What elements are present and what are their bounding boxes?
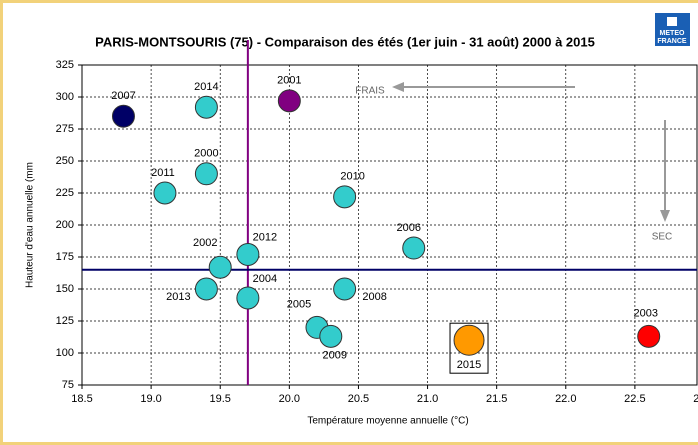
x-tick-label: 20.0 <box>279 393 300 405</box>
x-tick-label: 20.5 <box>348 393 369 405</box>
label-box <box>449 322 489 374</box>
logo-text: METEO <box>660 30 685 37</box>
point <box>402 236 426 260</box>
point-label: 2004 <box>253 273 277 285</box>
y-tick-label: 200 <box>56 219 74 231</box>
point-label: 2000 <box>194 148 218 160</box>
point-label: 2014 <box>194 81 218 93</box>
annotation: SEC <box>652 232 673 243</box>
arrow-head <box>392 82 404 92</box>
point <box>111 104 135 128</box>
y-tick-label: 100 <box>56 347 74 359</box>
point <box>637 324 661 348</box>
logo: METEO FRANCE <box>655 13 690 46</box>
point-label: 2013 <box>166 291 190 303</box>
y-tick-label: 150 <box>56 283 74 295</box>
point-label: 2015 <box>457 359 481 371</box>
y-tick-label: 225 <box>56 187 74 199</box>
point <box>194 95 218 119</box>
point <box>208 255 232 279</box>
point <box>453 324 485 356</box>
chart-title: PARIS-MONTSOURIS (75) - Comparaison des … <box>95 34 595 49</box>
y-tick-label: 275 <box>56 123 74 135</box>
point <box>333 185 357 209</box>
y-tick-label: 325 <box>56 59 74 71</box>
point <box>236 242 260 266</box>
point-label: 2012 <box>253 231 277 243</box>
point <box>277 89 301 113</box>
logo-text: FRANCE <box>657 38 686 45</box>
point-label: 2001 <box>277 75 301 87</box>
point-label: 2003 <box>633 307 657 319</box>
x-tick-label: 21.0 <box>417 393 438 405</box>
point-label: 2006 <box>396 222 420 234</box>
annotation: FRAIS <box>355 86 385 97</box>
point-label: 2005 <box>287 298 311 310</box>
point-label: 2007 <box>111 90 135 102</box>
y-tick-label: 125 <box>56 315 74 327</box>
point <box>194 277 218 301</box>
x-tick-label: 19.5 <box>210 393 231 405</box>
x-tick-label: 23.0 <box>693 393 698 405</box>
point-label: 2010 <box>340 171 364 183</box>
y-tick-label: 300 <box>56 91 74 103</box>
logo-icon <box>667 17 677 26</box>
x-tick-label: 22.5 <box>624 393 645 405</box>
point <box>153 181 177 205</box>
x-tick-label: 18.5 <box>71 393 92 405</box>
y-tick-label: 75 <box>62 379 74 391</box>
point-label: 2011 <box>151 167 175 179</box>
y-tick-label: 175 <box>56 251 74 263</box>
y-axis-label: Hauteur d'eau annuelle (mm <box>25 162 36 288</box>
y-tick-label: 250 <box>56 155 74 167</box>
arrow-head <box>660 210 670 222</box>
point <box>194 162 218 186</box>
point-label: 2002 <box>193 237 217 249</box>
point-label: 2008 <box>362 291 386 303</box>
x-tick-label: 22.0 <box>555 393 576 405</box>
point <box>333 277 357 301</box>
x-tick-label: 21.5 <box>486 393 507 405</box>
point <box>236 286 260 310</box>
point-label: 2009 <box>323 349 347 361</box>
x-tick-label: 19.0 <box>140 393 161 405</box>
x-axis-label: Température moyenne annuelle (°C) <box>307 416 468 427</box>
point <box>319 324 343 348</box>
